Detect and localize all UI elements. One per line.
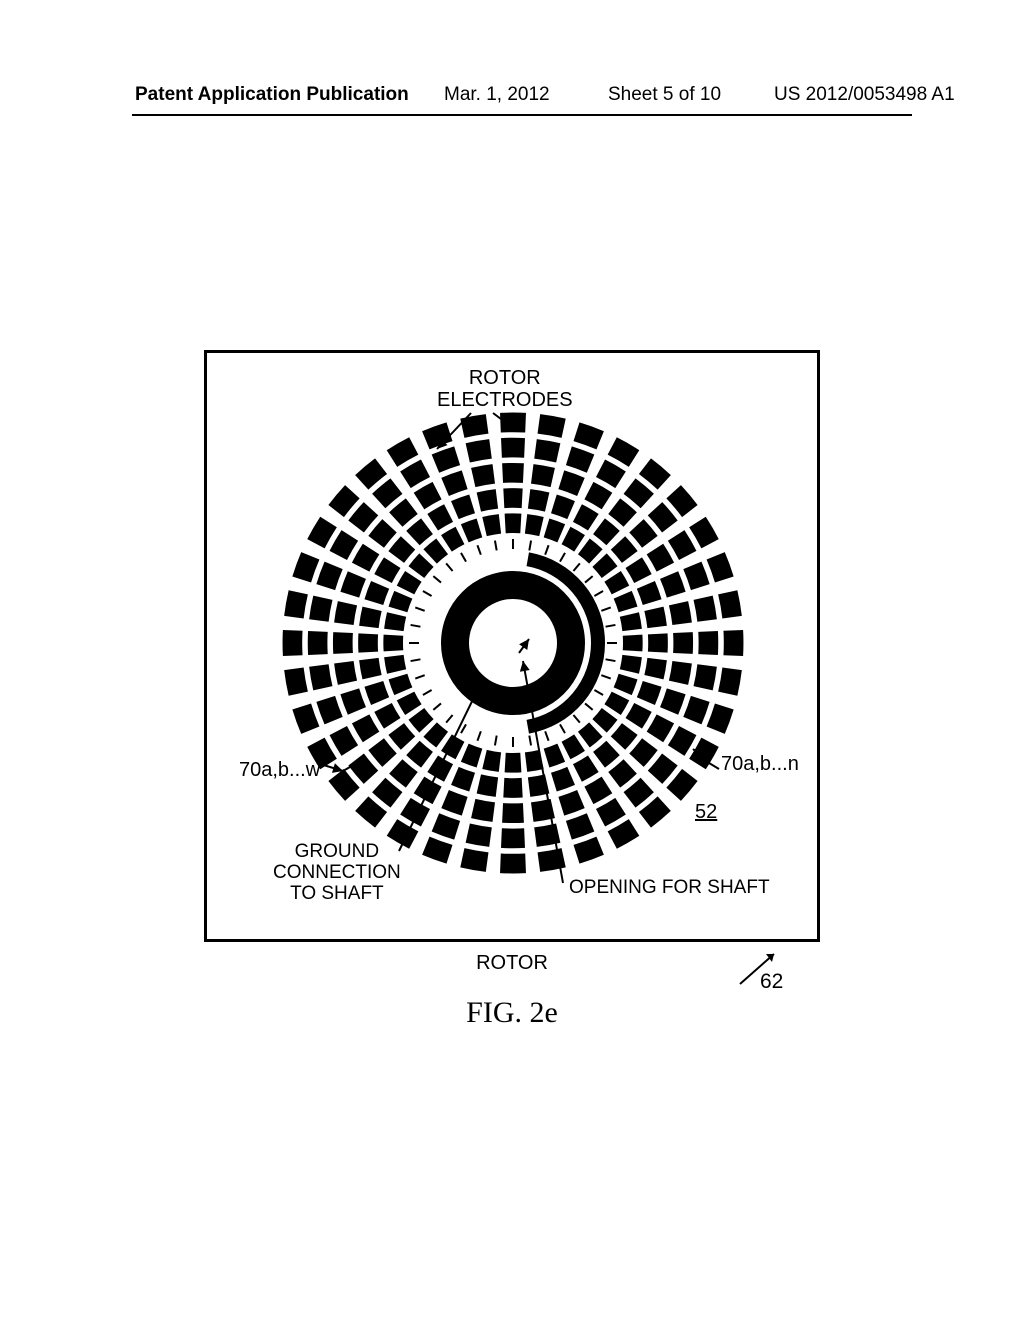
figure-frame: ROTOR ELECTRODES 70a,b...w 70a,b...n 52 …: [204, 350, 820, 942]
header-rule: [132, 114, 912, 116]
figure-caption: FIG. 2e: [0, 996, 1024, 1030]
label-right-group: 70a,b...n: [721, 753, 799, 776]
header-pubno: US 2012/0053498 A1: [774, 84, 955, 106]
ref-62: 62: [760, 970, 783, 994]
label-rotor-electrodes: ROTOR ELECTRODES: [437, 367, 573, 411]
ref-62-leader: [732, 948, 782, 992]
header-sheet: Sheet 5 of 10: [608, 84, 721, 106]
label-ground: GROUND CONNECTION TO SHAFT: [273, 841, 401, 904]
label-ref-52: 52: [695, 801, 717, 824]
label-opening: OPENING FOR SHAFT: [569, 877, 770, 899]
header-publication: Patent Application Publication: [135, 84, 409, 106]
page: Patent Application Publication Mar. 1, 2…: [0, 0, 1024, 1320]
label-left-group: 70a,b...w: [239, 759, 320, 782]
header-date: Mar. 1, 2012: [444, 84, 550, 106]
rotor-caption: ROTOR: [0, 952, 1024, 975]
